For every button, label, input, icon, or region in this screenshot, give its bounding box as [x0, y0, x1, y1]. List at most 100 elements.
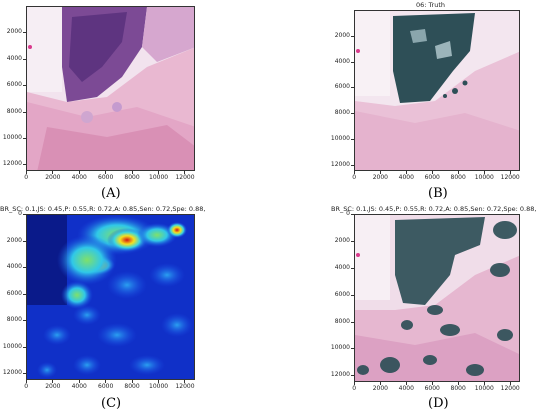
x-tick-mark: [105, 380, 106, 383]
y-tick-label: 6000: [6, 289, 22, 297]
y-tick-mark: [351, 214, 354, 215]
caption-c: (C): [101, 396, 122, 411]
y-tick-mark: [351, 348, 354, 349]
y-tick-mark: [23, 267, 26, 268]
y-tick-mark: [23, 32, 26, 33]
y-tick-label: 2000: [6, 28, 22, 36]
x-tick-label: 2000: [45, 383, 61, 390]
y-tick-mark: [351, 138, 354, 140]
x-tick-label: 12000: [175, 383, 195, 390]
title-d: BR_SC: 0.1,JS: 0.45,P: 0.55,R: 0.72,A: 0…: [331, 205, 537, 213]
x-tick-label: 10000: [149, 174, 169, 181]
y-tick-mark: [351, 113, 354, 114]
x-tick-mark: [184, 380, 186, 383]
x-tick-mark: [379, 171, 381, 174]
y-tick-mark: [23, 373, 26, 374]
x-tick-label: 2000: [45, 174, 61, 181]
y-tick-mark: [23, 85, 26, 86]
x-tick-label: 12000: [500, 174, 520, 181]
caption-b: (B): [428, 186, 448, 201]
x-tick-label: 12000: [500, 385, 520, 392]
x-tick-label: 12000: [175, 174, 195, 181]
x-tick-mark: [105, 171, 106, 174]
x-tick-mark: [131, 380, 133, 383]
he-image-a: [26, 6, 195, 171]
x-tick-label: 0: [352, 174, 357, 181]
x-tick-mark: [483, 171, 485, 174]
y-tick-mark: [351, 61, 354, 63]
y-tick-mark: [351, 294, 354, 296]
truth-image-b: [354, 10, 520, 171]
x-tick-mark: [457, 382, 459, 385]
y-tick-label: 2000: [334, 236, 350, 244]
y-tick-label: 10000: [330, 344, 350, 352]
x-tick-mark: [509, 171, 511, 174]
x-tick-label: 6000: [98, 174, 114, 181]
y-tick-mark: [23, 214, 26, 215]
caption-a: (A): [101, 186, 121, 201]
x-tick-mark: [158, 171, 159, 174]
x-tick-mark: [26, 171, 27, 174]
y-tick-label: 2000: [334, 31, 350, 39]
y-tick-mark: [351, 240, 354, 242]
x-tick-label: 6000: [424, 174, 440, 181]
x-tick-mark: [78, 380, 80, 383]
x-tick-mark: [26, 380, 27, 383]
x-tick-mark: [379, 382, 381, 385]
x-tick-mark: [509, 382, 511, 385]
y-tick-label: 12000: [2, 160, 22, 168]
x-tick-mark: [431, 171, 433, 174]
y-tick-mark: [23, 240, 26, 242]
caption-d: (D): [428, 396, 449, 411]
y-tick-mark: [23, 111, 26, 113]
y-tick-mark: [351, 321, 354, 323]
y-tick-label: 8000: [334, 317, 350, 325]
x-tick-label: 10000: [149, 383, 169, 390]
y-tick-mark: [23, 320, 26, 321]
x-tick-mark: [431, 382, 433, 385]
x-tick-label: 6000: [424, 385, 440, 392]
y-tick-label: 4000: [6, 54, 22, 62]
x-tick-mark: [131, 171, 133, 174]
y-tick-label: 10000: [2, 342, 22, 350]
y-tick-label: 8000: [334, 109, 350, 117]
x-tick-label: 8000: [450, 174, 466, 181]
y-tick-mark: [23, 164, 26, 165]
x-tick-label: 4000: [398, 385, 414, 392]
title-c: BR_SC: 0.1,JS: 0.45,P: 0.55,R: 0.72,A: 0…: [0, 205, 206, 213]
x-tick-mark: [52, 171, 53, 174]
y-tick-label: 0: [18, 210, 22, 217]
x-tick-mark: [405, 382, 407, 385]
x-tick-label: 6000: [98, 383, 114, 390]
y-tick-label: 6000: [6, 81, 22, 89]
y-tick-mark: [23, 138, 26, 139]
x-tick-mark: [354, 171, 355, 174]
x-tick-label: 4000: [71, 174, 87, 181]
pred-image-d: [354, 214, 520, 382]
x-tick-label: 8000: [450, 385, 466, 392]
y-tick-label: 4000: [6, 263, 22, 271]
x-tick-mark: [78, 171, 80, 174]
x-tick-mark: [457, 171, 459, 174]
y-tick-mark: [23, 293, 26, 295]
y-tick-label: 2000: [6, 236, 22, 244]
y-tick-label: 12000: [330, 371, 350, 379]
y-tick-label: 10000: [330, 134, 350, 142]
x-tick-label: 8000: [124, 174, 140, 181]
y-tick-mark: [23, 58, 26, 60]
y-tick-label: 0: [346, 210, 350, 217]
title-b: 06: Truth: [416, 1, 446, 9]
y-tick-label: 6000: [334, 290, 350, 298]
x-tick-label: 0: [24, 174, 29, 181]
heatmap-image-c: [26, 214, 195, 380]
heatmap-c: [27, 215, 194, 379]
y-tick-label: 4000: [334, 57, 350, 65]
y-tick-label: 8000: [6, 316, 22, 324]
x-tick-mark: [405, 171, 407, 174]
x-tick-mark: [354, 382, 355, 385]
y-tick-label: 12000: [330, 160, 350, 168]
x-tick-label: 0: [24, 383, 29, 390]
x-tick-mark: [52, 380, 53, 383]
y-tick-label: 8000: [6, 107, 22, 115]
truth-mask-b: [355, 11, 519, 170]
